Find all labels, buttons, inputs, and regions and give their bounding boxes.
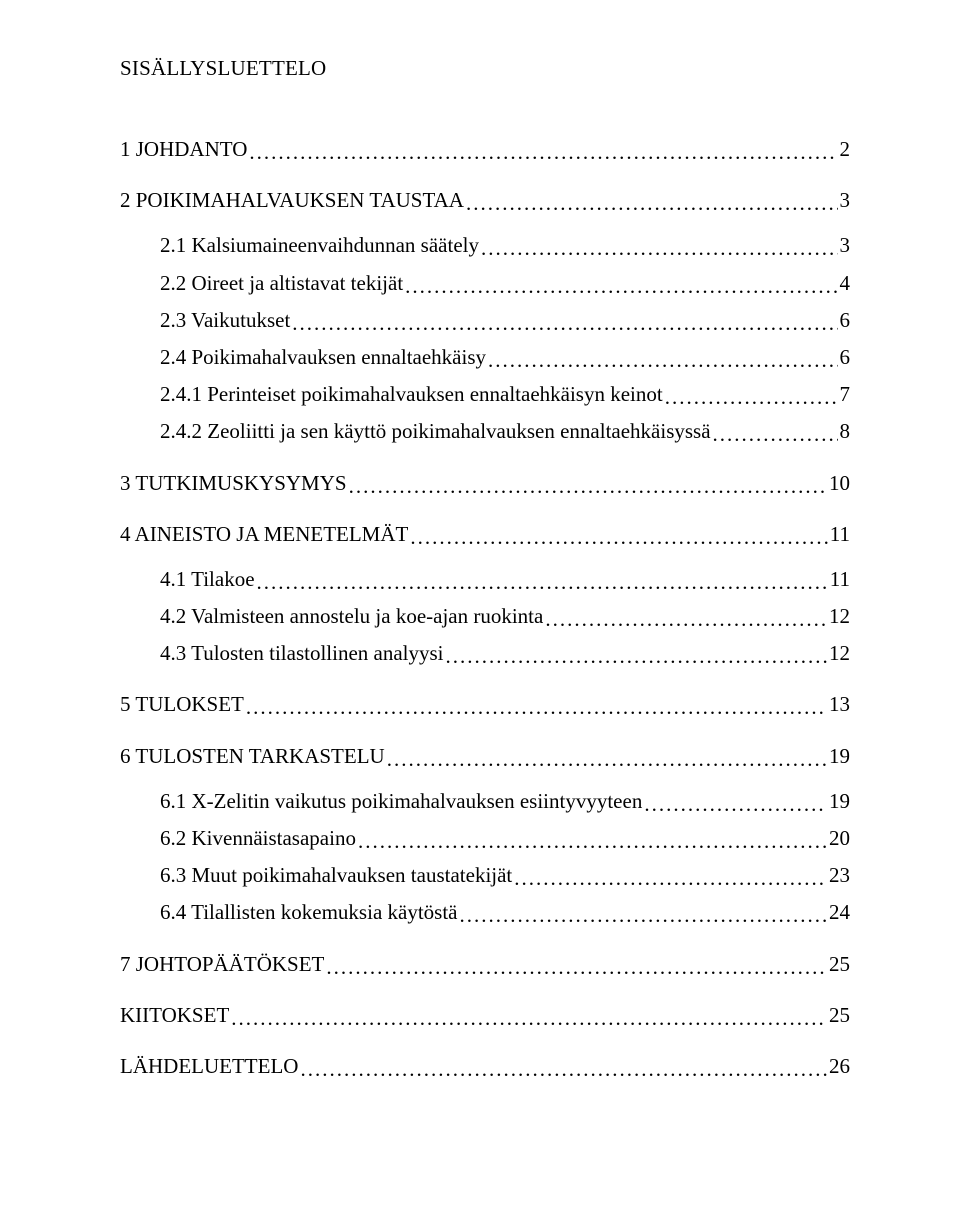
toc-leader — [464, 193, 838, 214]
toc-page: 8 — [838, 419, 851, 444]
toc-entry: 6.3 Muut poikimahalvauksen taustatekijät… — [120, 863, 850, 888]
toc-subgroup: 6.1 X-Zelitin vaikutus poikimahalvauksen… — [120, 789, 850, 926]
toc-page: 7 — [838, 382, 851, 407]
toc-label: 2.1 Kalsiumaineenvaihdunnan säätely — [160, 233, 479, 258]
toc-label: 6.1 X-Zelitin vaikutus poikimahalvauksen… — [160, 789, 642, 814]
toc-entry: LÄHDELUETTELO 26 — [120, 1054, 850, 1079]
toc-entry: 6.2 Kivennäistasapaino 20 — [120, 826, 850, 851]
toc-page: 3 — [838, 188, 851, 213]
toc-page: 11 — [828, 567, 850, 592]
toc-label: 6.3 Muut poikimahalvauksen taustatekijät — [160, 863, 512, 888]
toc-label: 3 TUTKIMUSKYSYMYS — [120, 471, 347, 496]
toc-label: 2.4 Poikimahalvauksen ennaltaehkäisy — [160, 345, 486, 370]
toc-entry: 2 POIKIMAHALVAUKSEN TAUSTAA 3 — [120, 188, 850, 213]
toc-page: 4 — [838, 271, 851, 296]
toc-leader — [347, 476, 827, 497]
toc-page: 2 — [838, 137, 851, 162]
toc-page: 24 — [827, 900, 850, 925]
toc-label: KIITOKSET — [120, 1003, 229, 1028]
toc-page: 25 — [827, 952, 850, 977]
toc-entry: 6 TULOSTEN TARKASTELU 19 — [120, 744, 850, 769]
toc-leader — [408, 527, 827, 548]
toc-label: 2.2 Oireet ja altistavat tekijät — [160, 271, 403, 296]
toc-page: 13 — [827, 692, 850, 717]
toc-page: 6 — [838, 308, 851, 333]
document-page: SISÄLLYSLUETTELO 1 JOHDANTO 2 2 POIKIMAHAL… — [0, 0, 960, 1212]
toc-entry: 7 JOHTOPÄÄTÖKSET 25 — [120, 952, 850, 977]
toc-page: 20 — [827, 826, 850, 851]
toc-label: 4.2 Valmisteen annostelu ja koe-ajan ruo… — [160, 604, 543, 629]
toc-entry: 2.4.2 Zeoliitti ja sen käyttö poikimahal… — [120, 419, 850, 444]
toc-entry: 6.4 Tilallisten kokemuksia käytöstä 24 — [120, 900, 850, 925]
toc-leader — [642, 794, 827, 815]
toc-page: 23 — [827, 863, 850, 888]
toc-entry: 3 TUTKIMUSKYSYMYS 10 — [120, 471, 850, 496]
toc-leader — [512, 868, 827, 889]
toc-page: 3 — [838, 233, 851, 258]
toc-label: 2.4.2 Zeoliitti ja sen käyttö poikimahal… — [160, 419, 711, 444]
toc-label: 4.3 Tulosten tilastollinen analyysi — [160, 641, 444, 666]
toc-entry: 4.1 Tilakoe 11 — [120, 567, 850, 592]
toc-entry: 2.2 Oireet ja altistavat tekijät 4 — [120, 271, 850, 296]
table-of-contents: 1 JOHDANTO22 POIKIMAHALVAUKSEN TAUSTAA32… — [120, 137, 850, 1079]
toc-page: 10 — [827, 471, 850, 496]
toc-label: 4.1 Tilakoe — [160, 567, 255, 592]
toc-entry: 4.3 Tulosten tilastollinen analyysi 12 — [120, 641, 850, 666]
toc-page: 6 — [838, 345, 851, 370]
toc-leader — [385, 749, 827, 770]
toc-leader — [229, 1008, 827, 1029]
toc-page: 12 — [827, 604, 850, 629]
toc-entry: 4 AINEISTO JA MENETELMÄT 11 — [120, 522, 850, 547]
toc-label: 7 JOHTOPÄÄTÖKSET — [120, 952, 324, 977]
toc-label: 5 TULOKSET — [120, 692, 244, 717]
toc-page: 26 — [827, 1054, 850, 1079]
toc-label: 2.3 Vaikutukset — [160, 308, 290, 333]
toc-entry: 4.2 Valmisteen annostelu ja koe-ajan ruo… — [120, 604, 850, 629]
toc-entry: KIITOKSET 25 — [120, 1003, 850, 1028]
toc-leader — [711, 424, 838, 445]
toc-leader — [298, 1059, 827, 1080]
toc-leader — [543, 609, 827, 630]
toc-subgroup: 2.1 Kalsiumaineenvaihdunnan säätely 3 2.2 … — [120, 233, 850, 444]
toc-leader — [486, 350, 837, 371]
toc-page: 19 — [827, 744, 850, 769]
toc-leader — [458, 905, 828, 926]
toc-page: 12 — [827, 641, 850, 666]
page-title: SISÄLLYSLUETTELO — [120, 56, 850, 81]
toc-page: 25 — [827, 1003, 850, 1028]
toc-leader — [290, 313, 837, 334]
toc-label: LÄHDELUETTELO — [120, 1054, 298, 1079]
toc-label: 4 AINEISTO JA MENETELMÄT — [120, 522, 408, 547]
toc-leader — [244, 697, 827, 718]
toc-leader — [444, 646, 827, 667]
toc-entry: 2.1 Kalsiumaineenvaihdunnan säätely 3 — [120, 233, 850, 258]
toc-entry: 2.4 Poikimahalvauksen ennaltaehkäisy 6 — [120, 345, 850, 370]
toc-leader — [356, 831, 827, 852]
toc-label: 6.4 Tilallisten kokemuksia käytöstä — [160, 900, 458, 925]
toc-entry: 5 TULOKSET 13 — [120, 692, 850, 717]
toc-label: 6.2 Kivennäistasapaino — [160, 826, 356, 851]
toc-page: 11 — [828, 522, 850, 547]
toc-page: 19 — [827, 789, 850, 814]
toc-leader — [663, 387, 838, 408]
toc-label: 6 TULOSTEN TARKASTELU — [120, 744, 385, 769]
toc-entry: 2.3 Vaikutukset 6 — [120, 308, 850, 333]
toc-label: 2 POIKIMAHALVAUKSEN TAUSTAA — [120, 188, 464, 213]
toc-leader — [479, 238, 838, 259]
toc-label: 2.4.1 Perinteiset poikimahalvauksen enna… — [160, 382, 663, 407]
toc-leader — [247, 142, 837, 163]
toc-leader — [403, 276, 837, 297]
toc-leader — [324, 957, 827, 978]
toc-subgroup: 4.1 Tilakoe 11 4.2 Valmisteen annostelu ja… — [120, 567, 850, 667]
toc-entry: 6.1 X-Zelitin vaikutus poikimahalvauksen… — [120, 789, 850, 814]
toc-entry: 2.4.1 Perinteiset poikimahalvauksen enna… — [120, 382, 850, 407]
toc-entry: 1 JOHDANTO 2 — [120, 137, 850, 162]
toc-label: 1 JOHDANTO — [120, 137, 247, 162]
toc-leader — [255, 572, 828, 593]
